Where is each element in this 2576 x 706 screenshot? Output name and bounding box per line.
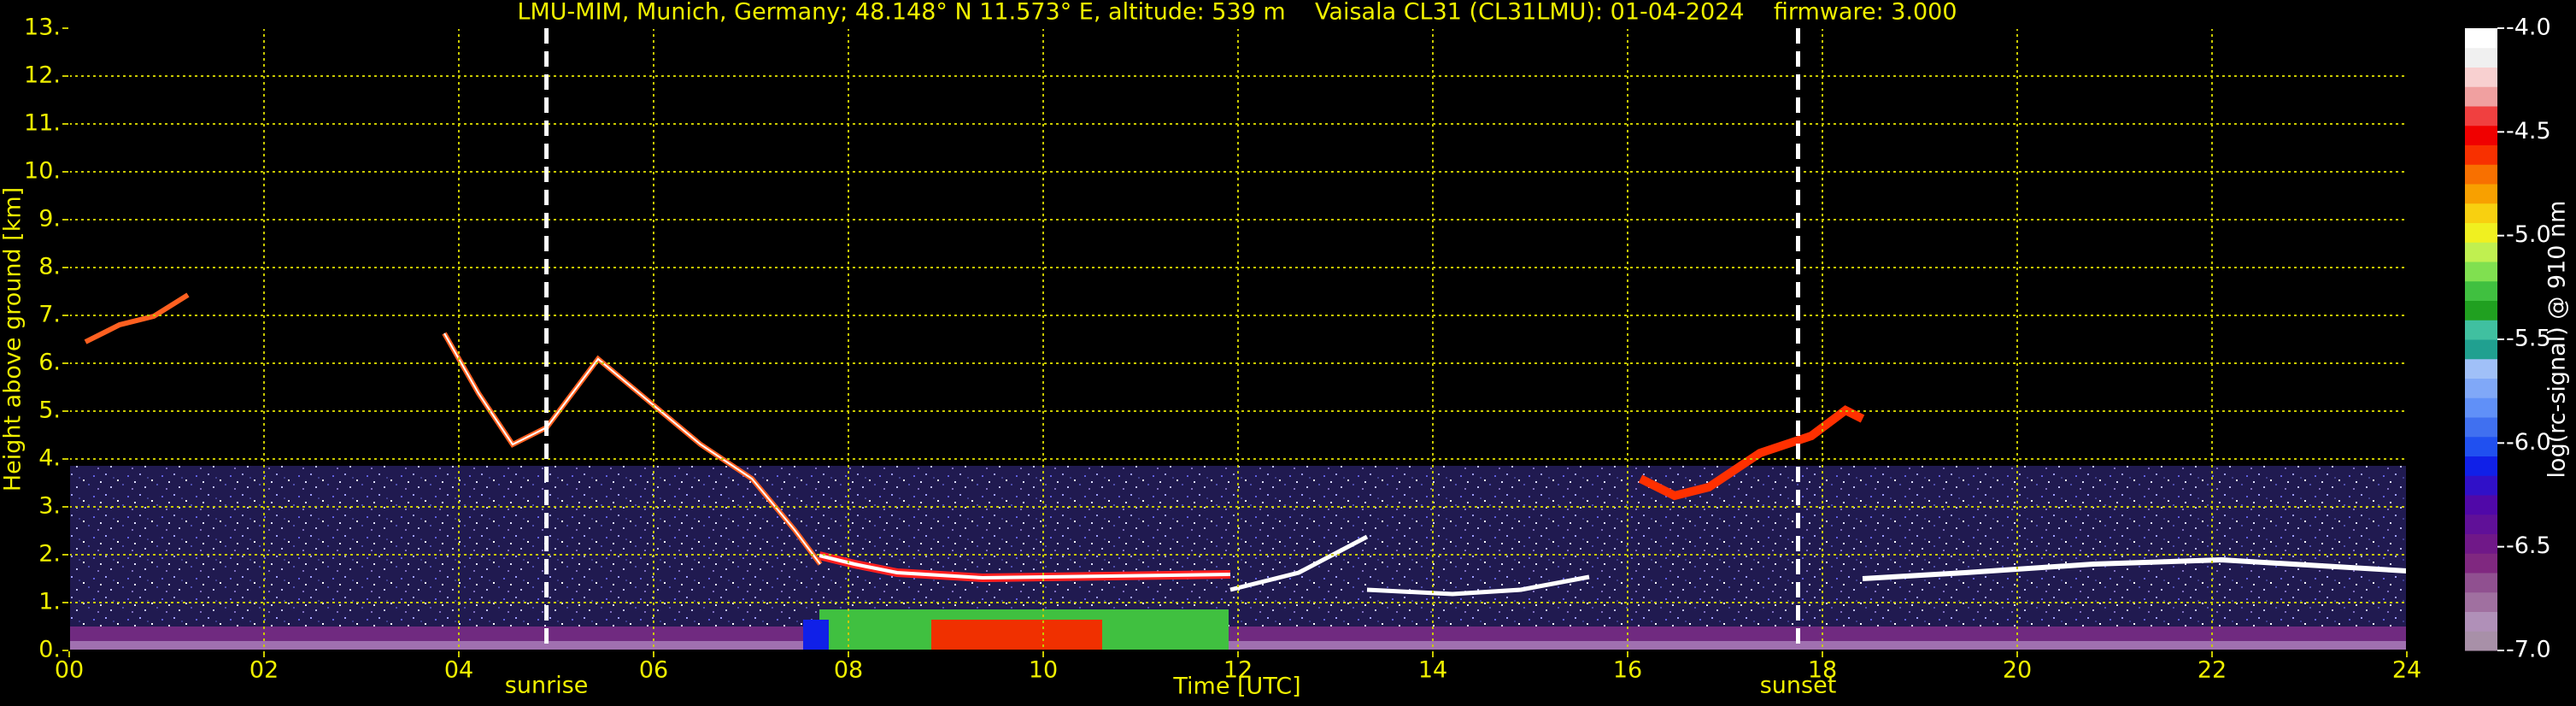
x-tick-label: 14 <box>1418 657 1447 684</box>
colorbar-swatch <box>2465 144 2497 165</box>
chart-title: LMU-MIM, Munich, Germany; 48.148° N 11.5… <box>517 0 1957 26</box>
backscatter-field <box>69 292 2408 650</box>
colorbar-swatch <box>2465 378 2497 398</box>
colorbar-tick-label: -5.5 <box>2506 326 2551 352</box>
colorbar-swatch <box>2465 456 2497 476</box>
colorbar-swatch <box>2465 67 2497 87</box>
y-tick-label: 1. <box>38 589 61 615</box>
y-tick-label: 12. <box>24 62 61 89</box>
colorbar-tick-label: -5.0 <box>2506 221 2551 248</box>
event-label: sunset <box>1760 673 1837 699</box>
colorbar-swatch <box>2465 514 2497 534</box>
y-tick-label: 13. <box>24 15 61 41</box>
colorbar-swatch <box>2465 339 2497 360</box>
y-tick-label: 5. <box>38 397 61 424</box>
colorbar-swatch <box>2465 242 2497 262</box>
cirrus-core <box>443 332 821 565</box>
colorbar-swatch <box>2465 611 2497 632</box>
colorbar-tick-label: -7.0 <box>2506 637 2551 663</box>
cloud-streak <box>1229 534 1369 592</box>
x-tick-label: 08 <box>834 657 863 684</box>
x-tick-label: 24 <box>2392 657 2421 684</box>
colorbar-tick-label: -4.0 <box>2506 15 2551 41</box>
plot-frame <box>68 27 2408 651</box>
y-axis-label: Height above ground [km] <box>0 187 26 491</box>
boundary-core <box>931 620 1102 650</box>
x-tick-label: 18 <box>1808 657 1837 684</box>
y-tick-label: 0. <box>38 637 61 663</box>
colorbar-swatch <box>2465 553 2497 574</box>
colorbar: log(rc-signal) @ 910 nm -4.0 -4.5 -5.0 -5.5… <box>2465 15 2571 663</box>
cloud-streak <box>1862 556 2408 581</box>
colorbar-swatch <box>2465 631 2497 651</box>
y-tick-label: 2. <box>38 541 61 568</box>
y-tick-label: 8. <box>38 254 61 280</box>
colorbar-swatch <box>2465 320 2497 340</box>
x-tick-label: 02 <box>249 657 279 684</box>
x-tick-label: 22 <box>2198 657 2227 684</box>
colorbar-tick-label: -6.0 <box>2506 429 2551 456</box>
colorbar-swatch <box>2465 417 2497 438</box>
colorbar-swatch <box>2465 358 2497 379</box>
boundary-edge <box>803 620 829 650</box>
colorbar-swatch <box>2465 106 2497 126</box>
colorbar-swatch <box>2465 125 2497 145</box>
colorbar-swatch <box>2465 28 2497 49</box>
colorbar-label: log(rc-signal) @ 910 nm <box>2544 201 2571 479</box>
x-axis-label: Time [UTC] <box>1172 674 1300 700</box>
colorbar-swatch <box>2465 436 2497 456</box>
colorbar-swatch <box>2465 300 2497 321</box>
colorbar-swatch <box>2465 573 2497 593</box>
colorbar-swatch <box>2465 280 2497 301</box>
y-tick-label: 3. <box>38 493 61 520</box>
colorbar-swatch <box>2465 47 2497 68</box>
colorbar-swatch <box>2465 86 2497 107</box>
cirrus <box>84 292 190 344</box>
y-tick-label: 7. <box>38 302 61 328</box>
colorbar-swatch <box>2465 397 2497 418</box>
cloud-streak <box>1366 574 1590 597</box>
y-tick-label: 6. <box>38 350 61 376</box>
y-tick-label: 11. <box>24 110 61 137</box>
colorbar-swatch <box>2465 184 2497 204</box>
x-tick-label: 12 <box>1223 657 1253 684</box>
colorbar-swatch <box>2465 164 2497 185</box>
x-tick-label: 06 <box>639 657 668 684</box>
event-label: sunrise <box>505 673 589 699</box>
colorbar-tick-label: -4.5 <box>2506 118 2551 144</box>
colorbar-swatch <box>2465 262 2497 282</box>
colorbar-swatch <box>2465 591 2497 612</box>
colorbar-swatch <box>2465 222 2497 243</box>
colorbar-swatch <box>2465 533 2497 554</box>
x-tick-label: 00 <box>55 657 84 684</box>
colorbar-tick-label: -6.5 <box>2506 532 2551 559</box>
colorbar-swatch <box>2465 203 2497 223</box>
x-tick-label: 20 <box>2003 657 2032 684</box>
x-tick-label: 04 <box>444 657 473 684</box>
colorbar-swatch <box>2465 475 2497 496</box>
colorbar-swatch <box>2465 495 2497 515</box>
x-tick-label: 10 <box>1029 657 1058 684</box>
x-tick-label: 16 <box>1613 657 1642 684</box>
y-tick-label: 10. <box>24 158 61 185</box>
y-tick-label: 9. <box>38 206 61 232</box>
y-tick-label: 4. <box>38 445 61 472</box>
